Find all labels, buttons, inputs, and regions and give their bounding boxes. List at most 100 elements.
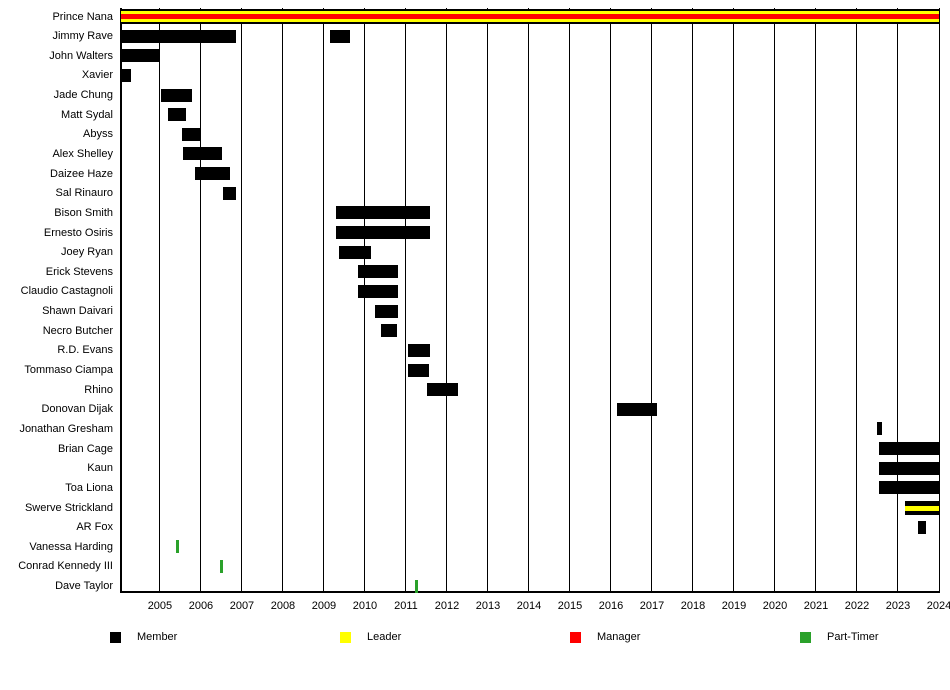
member-bar <box>121 68 131 82</box>
year-gridline <box>733 8 735 592</box>
year-gridline <box>569 8 571 592</box>
member-bar <box>358 284 398 298</box>
year-tick-label: 2024 <box>926 600 950 612</box>
member-bar <box>876 422 882 436</box>
year-tick-label: 2020 <box>762 600 788 612</box>
row-label: Bison Smith <box>54 206 113 219</box>
member-stripe <box>121 22 939 24</box>
row-label: Jimmy Rave <box>52 30 113 43</box>
row-label: Dave Taylor <box>55 580 113 593</box>
row-label: Claudio Castagnoli <box>20 285 113 298</box>
year-tick-label: 2013 <box>475 600 501 612</box>
member-bar <box>375 304 398 318</box>
member-bar <box>121 29 236 43</box>
row-label: Necro Butcher <box>42 324 113 337</box>
member-bar <box>336 206 431 220</box>
row-label: Tommaso Ciampa <box>24 364 113 377</box>
year-tick-label: 2021 <box>803 600 829 612</box>
member-bar <box>408 363 430 377</box>
legend-swatch-member <box>110 632 121 643</box>
member-bar <box>918 520 926 534</box>
year-gridline <box>282 8 284 592</box>
year-tick-label: 2019 <box>721 600 747 612</box>
x-axis-line <box>120 591 940 593</box>
part-timer-bar <box>176 540 180 554</box>
member-bar <box>121 49 161 63</box>
year-tick-label: 2022 <box>844 600 870 612</box>
member-bar <box>408 343 431 357</box>
row-label: Erick Stevens <box>45 265 113 278</box>
member-stripe <box>905 510 939 515</box>
row-label: Shawn Daivari <box>42 305 113 318</box>
row-label: Joey Ryan <box>61 246 113 259</box>
member-bar <box>223 186 236 200</box>
row-label: Vanessa Harding <box>29 540 113 553</box>
year-tick-label: 2018 <box>680 600 706 612</box>
year-tick-label: 2014 <box>516 600 542 612</box>
row-label: Rhino <box>84 383 113 396</box>
member-bar <box>617 402 657 416</box>
year-tick-label: 2010 <box>352 600 378 612</box>
year-tick-label: 2009 <box>311 600 337 612</box>
member-bar <box>878 461 939 475</box>
member-stripe <box>905 500 939 506</box>
year-gridline <box>364 8 366 592</box>
manager-stripe <box>121 14 939 19</box>
row-label: Daizee Haze <box>50 167 113 180</box>
leader-stripe <box>905 505 939 511</box>
legend-label: Manager <box>597 631 641 643</box>
year-tick-label: 2017 <box>639 600 665 612</box>
year-gridline <box>774 8 776 592</box>
year-gridline <box>651 8 653 592</box>
member-bar <box>168 108 186 122</box>
year-tick-label: 2005 <box>147 600 173 612</box>
row-label: Toa Liona <box>65 481 113 494</box>
year-gridline <box>241 8 243 592</box>
row-label: Matt Sydal <box>61 108 113 121</box>
legend-swatch-manager <box>570 632 581 643</box>
member-bar <box>336 226 431 240</box>
member-bar <box>358 265 398 279</box>
row-label: Donovan Dijak <box>41 403 113 416</box>
member-bar <box>380 324 397 338</box>
member-bar <box>878 442 939 456</box>
row-label: Conrad Kennedy III <box>18 560 113 573</box>
year-tick-label: 2015 <box>557 600 583 612</box>
year-gridline <box>610 8 612 592</box>
year-tick-label: 2012 <box>434 600 460 612</box>
row-label: Jade Chung <box>53 89 113 102</box>
row-label: R.D. Evans <box>57 344 113 357</box>
leader-stripe <box>121 11 939 14</box>
year-gridline <box>897 8 899 592</box>
year-gridline <box>446 8 448 592</box>
row-label: AR Fox <box>76 521 113 534</box>
year-gridline <box>938 8 940 592</box>
row-label: Jonathan Gresham <box>19 422 113 435</box>
year-gridline <box>856 8 858 592</box>
year-gridline <box>692 8 694 592</box>
member-bar <box>183 147 223 161</box>
year-gridline <box>815 8 817 592</box>
plot-left-border <box>120 8 122 592</box>
legend-swatch-leader <box>340 632 351 643</box>
striped-role-bar <box>121 9 939 24</box>
year-gridline <box>487 8 489 592</box>
row-label: Ernesto Osiris <box>43 226 113 239</box>
year-tick-label: 2023 <box>885 600 911 612</box>
row-label: Brian Cage <box>57 442 113 455</box>
row-label: Kaun <box>87 462 113 475</box>
year-gridline <box>528 8 530 592</box>
legend-swatch-part-timer <box>800 632 811 643</box>
member-bar <box>330 29 351 43</box>
year-tick-label: 2008 <box>270 600 296 612</box>
leader-stripe <box>121 19 939 22</box>
member-bar <box>195 167 231 181</box>
year-tick-label: 2011 <box>394 600 418 612</box>
part-timer-bar <box>220 559 224 573</box>
year-tick-label: 2007 <box>229 600 255 612</box>
year-gridline <box>159 8 161 592</box>
member-bar <box>338 245 371 259</box>
member-stripe <box>121 9 939 11</box>
row-label: Xavier <box>81 69 113 82</box>
